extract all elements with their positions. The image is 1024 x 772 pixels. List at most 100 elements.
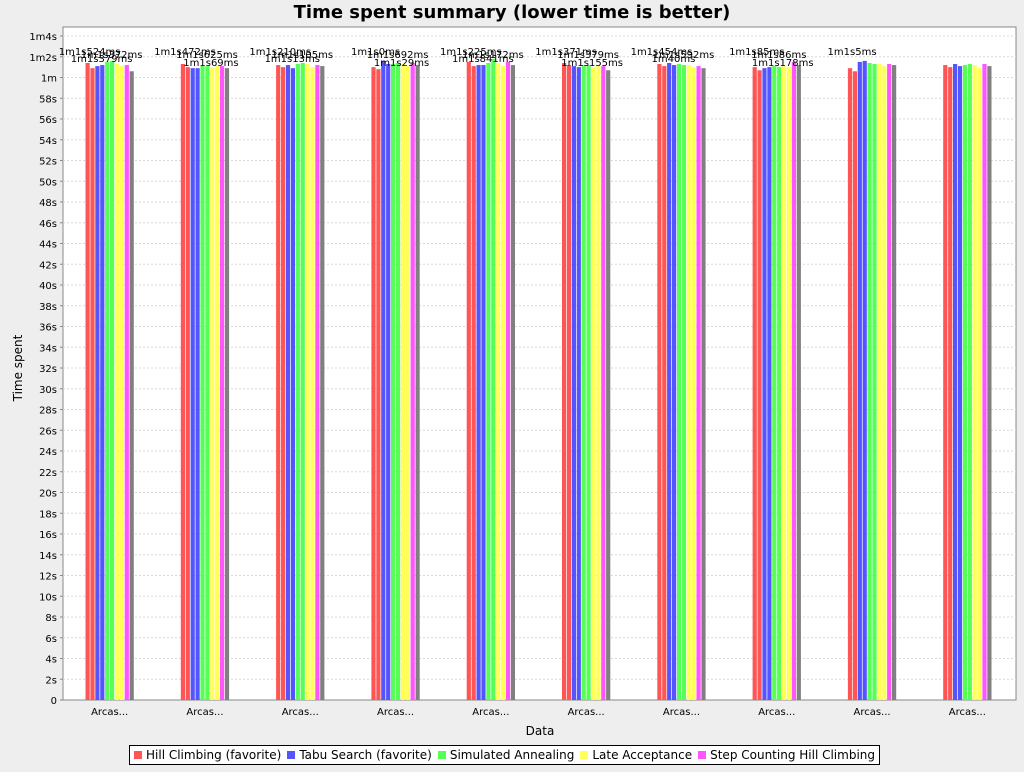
y-tick-label: 14s [39, 551, 57, 562]
bar [967, 64, 972, 700]
bar [471, 66, 476, 700]
bar [210, 67, 215, 700]
y-tick-label: 50s [39, 177, 57, 188]
grid-lines [63, 35, 1016, 680]
bar [105, 61, 110, 700]
bar [972, 65, 977, 701]
y-tick-label: 1m2s [29, 53, 57, 64]
y-tick-label: 20s [39, 489, 57, 500]
bar [190, 68, 195, 701]
bar [114, 64, 120, 700]
bar [300, 62, 305, 701]
bar [100, 65, 105, 701]
bar [696, 66, 701, 700]
bar [877, 64, 882, 700]
y-tick-label: 44s [39, 240, 57, 251]
y-tick-label: 28s [39, 406, 57, 417]
bar [977, 68, 982, 701]
bars [85, 58, 992, 701]
bar [305, 64, 310, 700]
bar [476, 65, 481, 701]
legend-item: Tabu Search (favorite) [287, 748, 432, 762]
legend-swatch [698, 751, 707, 759]
bar [586, 65, 591, 701]
y-tick-label: 34s [39, 343, 57, 354]
bar [772, 66, 777, 700]
data-label: 1m1s692ms [367, 50, 429, 61]
bar [320, 66, 325, 700]
bar [220, 66, 225, 700]
legend-swatch [580, 751, 589, 759]
bar [185, 67, 190, 700]
legend-swatch [437, 751, 446, 759]
y-tick-label: 24s [39, 447, 57, 458]
bar [290, 68, 295, 701]
y-tick-label: 46s [39, 219, 57, 230]
data-label: 1m1s105ms [271, 50, 333, 61]
legend-item: Simulated Annealing [437, 748, 575, 762]
y-tick-label: 18s [39, 509, 57, 520]
bar [281, 67, 286, 700]
y-tick-label: 40s [39, 281, 57, 292]
bar [948, 67, 953, 700]
y-axis-label: Time spent [11, 334, 25, 402]
data-label: 1m1s69ms [183, 58, 238, 69]
bar [591, 67, 596, 700]
y-tick-label: 58s [39, 94, 57, 105]
bar [510, 65, 515, 701]
bar [129, 71, 134, 700]
x-tick-label: Arcas... [663, 707, 700, 718]
bar [215, 65, 220, 701]
bar [887, 64, 892, 700]
x-axis-ticks: Arcas... Arcas... Arcas... Arcas... Arcas...… [91, 707, 986, 718]
bar [847, 68, 853, 701]
bar [606, 70, 611, 701]
bar [505, 61, 511, 700]
bar [285, 65, 291, 701]
bar [862, 60, 867, 700]
data-label: 1m1s371ms [535, 47, 597, 58]
bar [371, 67, 376, 700]
y-tick-label: 54s [39, 136, 57, 147]
bar [982, 64, 987, 700]
bar [466, 61, 471, 700]
bar [400, 64, 405, 700]
bar [491, 58, 496, 700]
x-tick-label: Arcas... [377, 707, 414, 718]
bar [691, 67, 696, 700]
bar [953, 64, 958, 700]
bar [657, 64, 662, 700]
data-label: 1m1s379ms [557, 50, 619, 61]
legend-item: Hill Climbing (favorite) [134, 748, 281, 762]
x-tick-label: Arcas... [568, 707, 605, 718]
bar [782, 66, 787, 700]
bar [124, 65, 129, 701]
y-tick-label: 48s [39, 198, 57, 209]
bar [410, 62, 415, 701]
legend-item: Late Acceptance [580, 748, 692, 762]
bar [95, 66, 100, 700]
bar [762, 68, 767, 701]
bar [752, 67, 757, 700]
y-tick-label: 6s [45, 634, 57, 645]
bar [395, 62, 401, 701]
legend-label: Simulated Annealing [449, 748, 575, 762]
bar [576, 67, 581, 700]
bar [205, 66, 210, 700]
bar [786, 67, 792, 700]
data-label: 1m1s592ms [653, 50, 715, 61]
bar [872, 64, 877, 700]
y-tick-label: 26s [39, 426, 57, 437]
y-tick-label: 16s [39, 530, 57, 541]
bar [486, 62, 491, 701]
legend-swatch [134, 751, 142, 759]
data-label: 1m1s225ms [440, 47, 502, 58]
y-tick-label: 1m4s [29, 32, 57, 43]
legend-label: Tabu Search (favorite) [299, 748, 432, 762]
bar [481, 65, 486, 701]
bar [180, 64, 185, 700]
x-tick-label: Arcas... [282, 707, 319, 718]
bar [943, 65, 948, 701]
data-label: 1m1s0ms [351, 47, 400, 58]
